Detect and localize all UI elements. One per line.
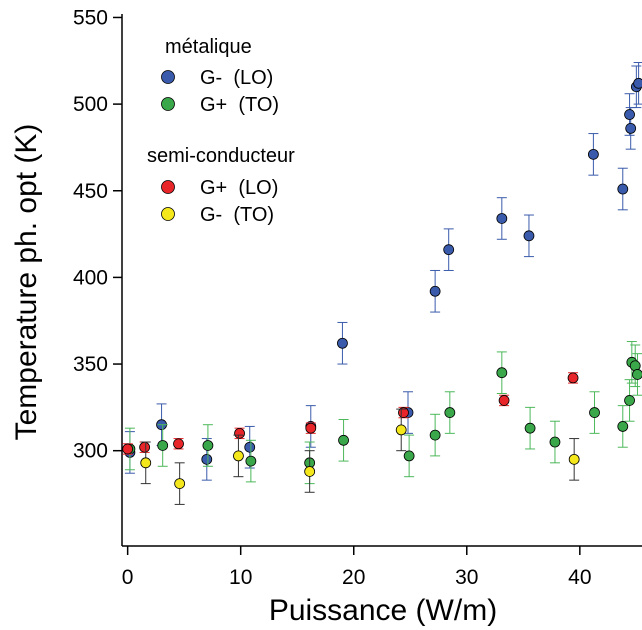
- series-gminus-to: [140, 408, 580, 505]
- point-gplus-lo: [567, 372, 579, 384]
- x-axis-ticks: 0 10 20 30 40: [122, 546, 592, 589]
- x-tick-label: 10: [229, 566, 252, 589]
- x-tick-label: 30: [455, 566, 478, 589]
- point-gminus-lo: [617, 183, 629, 195]
- legend: métalique G- (LO) G+ (TO) semi-conducteu…: [147, 36, 295, 226]
- point-gplus-to: [338, 434, 349, 446]
- y-tick-label: 350: [73, 353, 108, 376]
- point-gminus-lo: [625, 122, 637, 134]
- point-gminus-to: [174, 478, 186, 490]
- point-gminus-lo: [523, 230, 535, 242]
- point-gplus-to: [617, 421, 629, 432]
- point-gplus-lo: [305, 422, 317, 434]
- point-gminus-lo: [443, 244, 455, 256]
- point-gplus-to: [403, 450, 415, 462]
- point-gplus-to: [157, 440, 169, 451]
- point-gminus-to: [304, 466, 316, 477]
- point-gminus-to: [568, 453, 580, 465]
- point-gplus-to: [632, 369, 642, 380]
- point-gplus-lo: [122, 443, 134, 455]
- point-gminus-lo: [201, 453, 213, 465]
- point-gplus-to: [245, 455, 257, 467]
- series-gminus-lo: [124, 62, 642, 481]
- y-tick-label: 500: [73, 93, 108, 116]
- legend-group-title-semi-conducteur: semi-conducteur: [147, 145, 295, 167]
- point-gplus-to: [524, 422, 536, 434]
- point-gplus-to: [202, 440, 214, 451]
- y-tick-label: 450: [73, 180, 108, 203]
- series-gplus-to: [124, 341, 642, 485]
- point-gplus-to: [549, 436, 561, 448]
- point-gplus-to: [589, 407, 600, 418]
- legend-marker-g-plus-lo: [161, 180, 175, 194]
- point-gminus-to: [395, 424, 407, 436]
- point-gminus-lo: [429, 285, 441, 297]
- series-gplus-lo: [122, 372, 579, 455]
- point-gplus-to: [496, 367, 508, 379]
- legend-marker-g-plus-to: [161, 97, 175, 111]
- y-axis-title: Temperature ph. opt (K): [10, 124, 43, 441]
- y-tick-label: 550: [73, 6, 108, 29]
- point-gminus-lo: [244, 441, 256, 453]
- point-gplus-to: [429, 429, 441, 441]
- point-gminus-lo: [496, 213, 508, 224]
- legend-label-g-minus-to: G- (TO): [200, 204, 274, 226]
- x-tick-label: 40: [568, 566, 591, 589]
- plot-area: [122, 62, 642, 505]
- y-tick-label: 400: [73, 266, 108, 289]
- point-gminus-lo: [587, 148, 599, 160]
- point-gplus-lo: [139, 441, 151, 453]
- legend-group-title-metalique: métalique: [165, 36, 252, 58]
- legend-label-g-plus-lo: G+ (LO): [200, 177, 278, 199]
- axes: [121, 14, 642, 547]
- point-gminus-lo: [337, 337, 348, 349]
- x-tick-label: 20: [342, 566, 365, 589]
- legend-label-g-plus-to: G+ (TO): [200, 94, 279, 116]
- y-axis-ticks: 300 350 400 450 500 550: [73, 6, 122, 463]
- legend-marker-g-minus-to: [161, 207, 175, 221]
- y-tick-label: 300: [73, 440, 108, 463]
- legend-marker-g-minus-lo: [161, 70, 175, 84]
- point-gplus-to: [444, 407, 456, 418]
- legend-label-g-minus-lo: G- (LO): [200, 67, 273, 89]
- point-gminus-to: [140, 457, 152, 469]
- point-gminus-to: [233, 450, 244, 462]
- x-axis-title: Puissance (W/m): [269, 594, 497, 627]
- point-gplus-to: [624, 395, 635, 406]
- point-gminus-lo: [624, 109, 635, 120]
- point-gminus-lo: [633, 77, 642, 89]
- point-gplus-lo: [498, 395, 510, 406]
- point-gplus-lo: [173, 438, 184, 450]
- point-gplus-lo: [234, 427, 245, 439]
- x-tick-label: 0: [122, 566, 134, 589]
